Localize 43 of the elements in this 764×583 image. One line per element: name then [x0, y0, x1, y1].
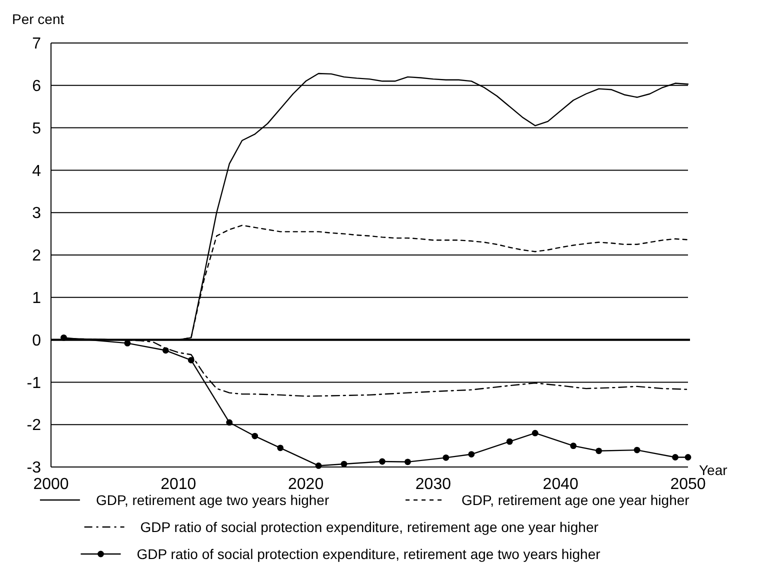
point: [404, 458, 411, 466]
point: [162, 347, 169, 354]
y-tick-label: 4: [32, 162, 42, 180]
point: [188, 356, 194, 364]
y-tick-label: 5: [32, 120, 42, 138]
x-tick-label: 2000: [33, 476, 69, 493]
point: [124, 340, 131, 346]
x-tick-label: 2030: [415, 476, 452, 493]
point: [570, 442, 577, 449]
point: [532, 430, 538, 436]
x-axis-title: Year: [699, 462, 728, 478]
point: [684, 454, 692, 460]
y-tick-label: 3: [32, 205, 42, 222]
point: [315, 462, 322, 469]
legend-label: GDP ratio of social protection expenditure, retirement age one year higher: [140, 518, 599, 535]
point: [379, 458, 386, 465]
y-tick-label: 1: [32, 290, 42, 307]
x-tick-label: 2040: [542, 476, 578, 493]
point: [506, 438, 513, 445]
point: [60, 334, 67, 341]
point: [226, 419, 233, 426]
point: [596, 448, 602, 454]
point: [468, 451, 475, 458]
x-tick-label: 2010: [160, 476, 196, 493]
y-tick-label: -1: [26, 374, 42, 392]
y-tick-label: -3: [26, 460, 42, 477]
y-tick-label: -2: [26, 417, 42, 434]
y-tick-label: 6: [32, 78, 42, 95]
point: [252, 432, 258, 440]
legend-label: GDP ratio of social protection expenditure, retirement age two years higher: [136, 546, 601, 562]
legend-label: GDP, retirement age two years higher: [96, 492, 330, 508]
point: [442, 454, 450, 461]
point: [672, 454, 678, 460]
y-tick-label: 0: [32, 332, 42, 350]
point: [277, 444, 284, 452]
y-tick-label: 2: [32, 248, 42, 265]
point: [634, 446, 640, 454]
point: [340, 460, 348, 468]
y-axis-title: Per cent: [12, 11, 64, 27]
y-tick-label: 7: [32, 36, 42, 53]
x-tick-label: 2020: [288, 476, 324, 493]
legend-label: GDP, retirement age one year higher: [462, 492, 690, 508]
x-tick-label: 2050: [670, 476, 706, 493]
